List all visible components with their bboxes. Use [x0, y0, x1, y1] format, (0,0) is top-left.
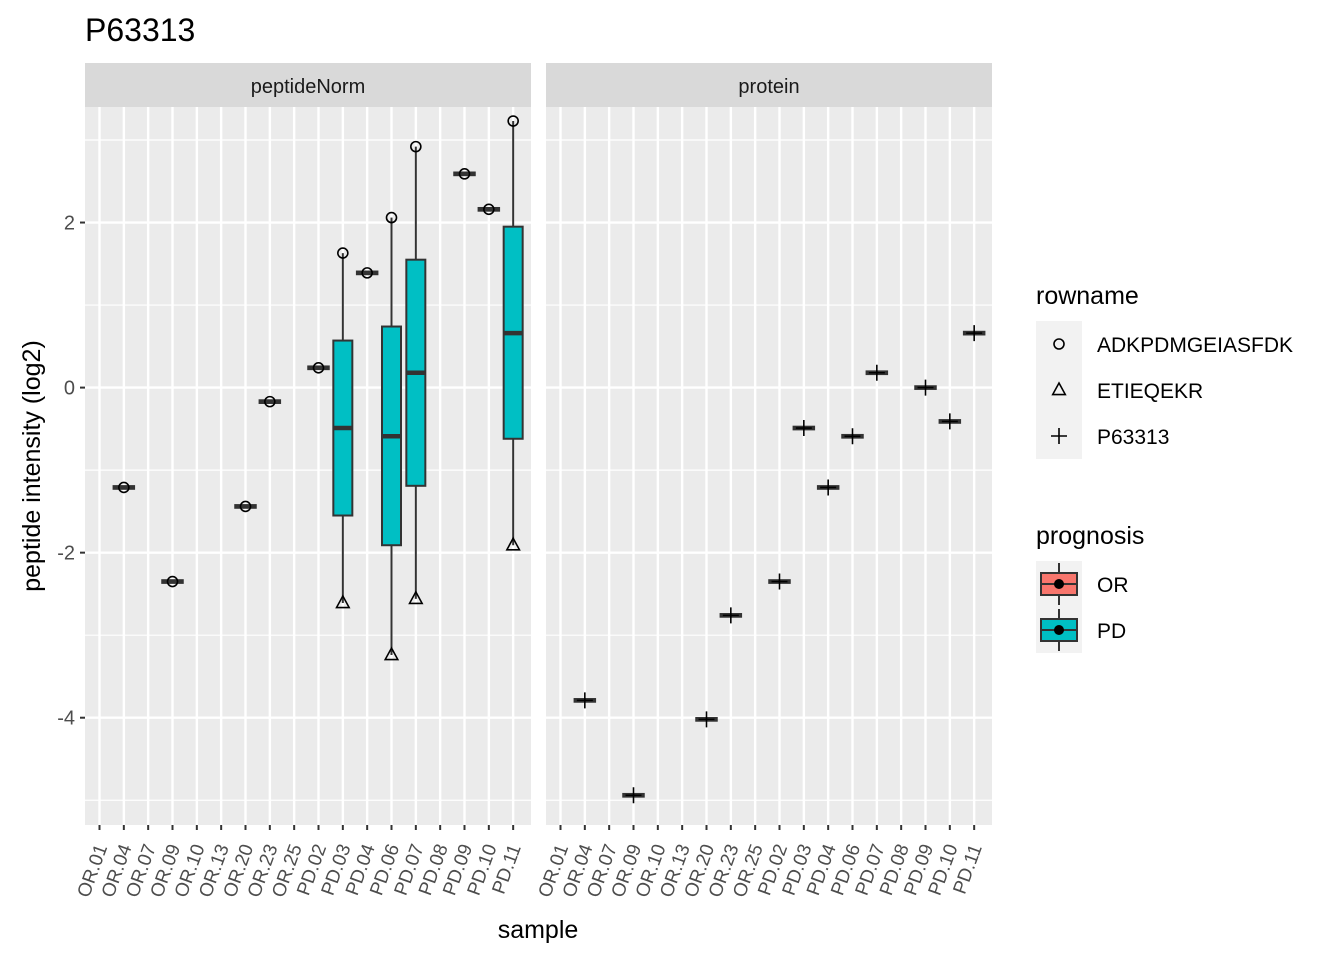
point-circle	[507, 115, 519, 127]
point-plus	[844, 428, 861, 445]
box-PD.10	[477, 206, 501, 212]
point-triangle	[383, 646, 400, 661]
box-PD.06	[381, 217, 402, 655]
legend-prognosis: prognosis OR PD	[1036, 522, 1144, 653]
point-circle	[385, 211, 398, 224]
facet-strip	[546, 63, 992, 107]
facet-peptideNorm: peptideNormOR.01OR.04OR.07OR.09OR.10OR.1…	[57, 63, 531, 900]
point-circle	[312, 361, 325, 374]
point-plus	[868, 364, 885, 381]
box-PD.02	[307, 365, 330, 371]
point-plus	[771, 573, 788, 590]
legend-item: PD	[1036, 607, 1126, 653]
point-triangle	[505, 536, 521, 551]
box-PD.11	[502, 121, 524, 546]
y-tick-label: 2	[64, 213, 75, 235]
legend-circle-icon	[1053, 338, 1065, 350]
legend-item: OR	[1036, 561, 1129, 607]
panel-background	[85, 107, 531, 825]
point-plus	[722, 607, 739, 624]
legend-key	[1036, 367, 1082, 413]
y-tick-label: -2	[57, 543, 75, 565]
point-circle	[410, 140, 422, 153]
point-plus	[795, 420, 812, 437]
legend-dot-icon	[1054, 579, 1064, 589]
panel-background	[546, 107, 992, 825]
box-PD.07	[405, 146, 427, 599]
point-plus	[698, 711, 715, 728]
legend-key	[1036, 321, 1082, 367]
y-tick-label: 0	[64, 378, 75, 400]
y-axis-title: peptide intensity (log2)	[18, 340, 46, 592]
facet-protein: proteinOR.01OR.04OR.07OR.09OR.10OR.13OR.…	[535, 63, 992, 900]
legend-plus-icon	[1051, 428, 1067, 444]
box-OR.23	[258, 399, 282, 404]
x-axis-title: sample	[498, 916, 579, 944]
box-PD.04	[355, 270, 379, 276]
point-circle	[337, 247, 349, 259]
legend-item-label: PD	[1097, 620, 1126, 643]
y-tick-label: -4	[57, 708, 75, 730]
point-plus	[820, 479, 837, 496]
point-circle	[483, 203, 495, 216]
point-plus	[576, 692, 593, 709]
legend-dot-icon	[1054, 625, 1064, 635]
box-OR.04	[112, 485, 136, 490]
chart-title: P63313	[85, 12, 195, 48]
facet-strip-label: protein	[738, 76, 799, 98]
legend-item-label: P63313	[1097, 426, 1169, 449]
box-OR.09	[161, 579, 184, 584]
point-plus	[941, 413, 958, 430]
point-circle	[118, 481, 130, 494]
point-plus	[625, 787, 642, 804]
box-PD.03	[332, 253, 354, 603]
point-circle	[458, 168, 471, 180]
point-circle	[361, 267, 373, 279]
box-PD.09	[453, 171, 476, 177]
box-OR.20	[234, 504, 257, 509]
legend-item-label: OR	[1097, 574, 1129, 597]
legend-title: rowname	[1036, 282, 1139, 310]
legend-item: P63313	[1036, 413, 1169, 459]
point-circle	[264, 395, 276, 408]
legend-item: ADKPDMGEIASFDK	[1036, 321, 1293, 367]
facet-panels: peptideNormOR.01OR.04OR.07OR.09OR.10OR.1…	[57, 63, 992, 900]
facet-strip	[85, 63, 531, 107]
legend-title: prognosis	[1036, 522, 1144, 550]
legend-item: ETIEQEKR	[1036, 367, 1203, 413]
legend-item-label: ETIEQEKR	[1097, 380, 1203, 403]
point-triangle	[408, 590, 424, 605]
legend-item-label: ADKPDMGEIASFDK	[1097, 334, 1293, 357]
point-circle	[239, 500, 252, 513]
facet-strip-label: peptideNorm	[251, 76, 366, 98]
point-plus	[917, 379, 934, 396]
legend-rowname: rowname ADKPDMGEIASFDK ETIEQEKR P63313	[1036, 282, 1293, 459]
legend-triangle-icon	[1051, 381, 1067, 396]
point-triangle	[335, 594, 351, 609]
point-plus	[966, 325, 983, 342]
point-circle	[166, 575, 179, 588]
legends: rowname ADKPDMGEIASFDK ETIEQEKR P63313 progn…	[1036, 282, 1293, 653]
